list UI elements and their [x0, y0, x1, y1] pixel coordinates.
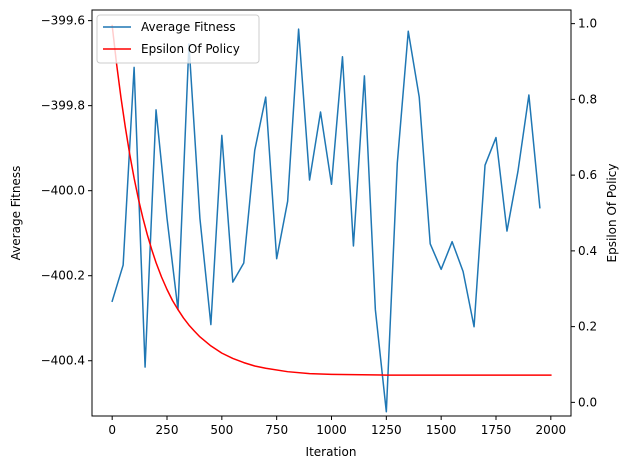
y-axis-left: −400.4 −400.2 −400.0 −399.8 −399.6 [41, 14, 92, 368]
x-tick-label: 1750 [481, 423, 512, 437]
y-right-tick-label: 0.0 [578, 395, 597, 409]
x-axis: 0 250 500 750 1000 1250 1500 1750 2000 [108, 416, 566, 437]
y-left-tick-label: −400.0 [41, 184, 85, 198]
x-tick-label: 1250 [371, 423, 402, 437]
y-axis-left-label: Average Fitness [9, 166, 23, 261]
y-right-tick-label: 0.6 [578, 168, 597, 182]
legend-label-average-fitness: Average Fitness [141, 20, 236, 34]
x-tick-label: 1500 [426, 423, 457, 437]
legend-label-epsilon-of-policy: Epsilon Of Policy [141, 42, 240, 56]
y-right-tick-label: 1.0 [578, 17, 597, 31]
y-left-tick-label: −399.8 [41, 99, 85, 113]
x-tick-label: 1000 [316, 423, 347, 437]
legend: Average Fitness Epsilon Of Policy [96, 14, 260, 64]
y-left-tick-label: −400.4 [41, 354, 85, 368]
x-tick-label: 2000 [536, 423, 567, 437]
x-tick-label: 0 [108, 423, 116, 437]
y-left-tick-label: −399.6 [41, 14, 85, 28]
y-right-tick-label: 0.8 [578, 92, 597, 106]
y-axis-right-label: Epsilon Of Policy [605, 164, 619, 263]
legend-box [96, 14, 260, 64]
y-left-tick-label: −400.2 [41, 269, 85, 283]
series-line-epsilon-of-policy [111, 24, 552, 376]
x-tick-label: 500 [210, 423, 233, 437]
y-right-tick-label: 0.2 [578, 320, 597, 334]
y-right-tick-label: 0.4 [578, 244, 597, 258]
series-line-average-fitness [111, 28, 541, 413]
x-axis-label: Iteration [306, 445, 357, 459]
plot-lines [111, 24, 552, 413]
y-axis-right: 0.0 0.2 0.4 0.6 0.8 1.0 [571, 17, 597, 409]
x-tick-label: 250 [156, 423, 179, 437]
x-tick-label: 750 [265, 423, 288, 437]
